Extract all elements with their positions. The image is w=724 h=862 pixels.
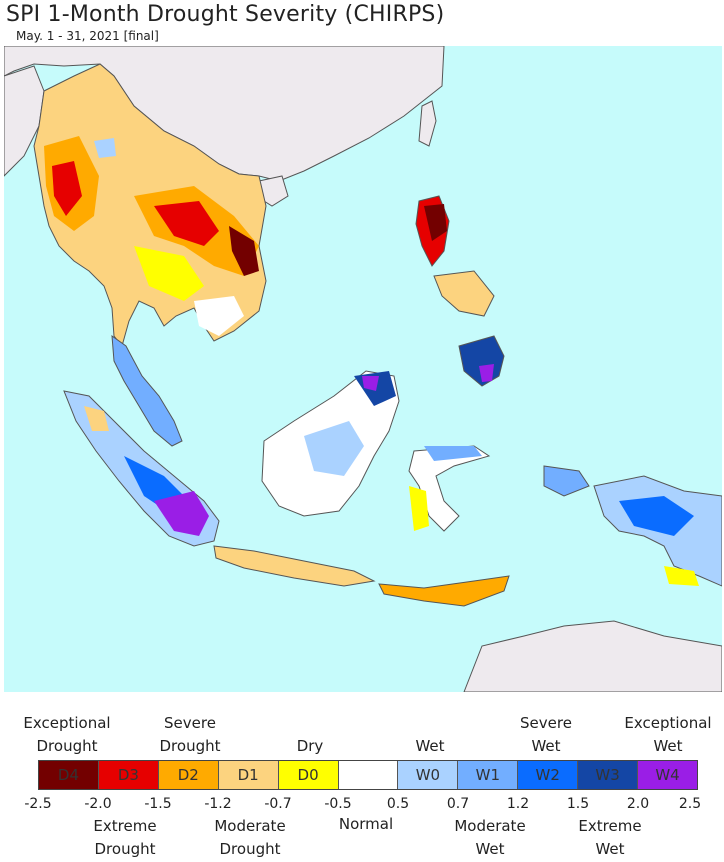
australia-landmass: [463, 620, 722, 692]
legend-label-moderate-drought: Moderate Drought: [214, 817, 286, 858]
sumatra-dry: [84, 406, 109, 431]
maluku-islands: [543, 465, 590, 497]
new-guinea-wet: [619, 496, 694, 536]
legend-cell-w1: W1: [458, 761, 519, 789]
legend-cell-w3: W3: [578, 761, 639, 789]
luzon-exceptional-drought: [424, 204, 447, 241]
legend-cell-d4: D4: [39, 761, 99, 789]
legend-tick: -2.0: [84, 796, 112, 812]
legend-tick: -1.5: [144, 796, 172, 812]
map-title: SPI 1-Month Drought Severity (CHIRPS): [6, 2, 445, 27]
java: [213, 545, 376, 587]
new-guinea-dry: [664, 566, 699, 586]
cambodia-normal: [194, 296, 244, 336]
laos-extreme-drought: [154, 201, 219, 246]
legend-tick: 0.7: [446, 796, 470, 812]
sumatra-exceptional-wet: [154, 491, 209, 536]
borneo-wet: [304, 421, 364, 476]
legend-cell-d3: D3: [98, 761, 159, 789]
northern-wet-patch: [94, 138, 116, 158]
legend-label-severe-drought: Severe Drought: [159, 714, 221, 755]
legend-cell-d1: D1: [218, 761, 279, 789]
legend-label-extreme-drought: Extreme Drought: [93, 817, 157, 858]
legend-tick: -2.5: [24, 796, 52, 812]
lesser-sunda-islands: [378, 575, 510, 607]
sulawesi-dry: [409, 486, 429, 531]
vietnam-exceptional-drought: [229, 226, 259, 276]
legend-label-exceptional-drought: Exceptional Drought: [23, 714, 111, 755]
legend-tick: 2.5: [678, 796, 702, 812]
mindanao-exceptional-wet: [479, 364, 494, 382]
malay-peninsula: [111, 334, 183, 447]
sulawesi: [408, 445, 491, 532]
legend-tick: 1.2: [506, 796, 530, 812]
legend-tick: 2.0: [626, 796, 650, 812]
legend-label-dry: Dry: [296, 737, 324, 755]
legend-tick: 0.5: [386, 796, 410, 812]
legend-color-bar: D4 D3 D2 D1 D0 W0 W1 W2 W3 W4: [38, 760, 698, 790]
legend-label-severe-wet: Severe Wet: [520, 714, 572, 755]
legend-cell-w2: W2: [518, 761, 579, 789]
legend-cell-w4: W4: [638, 761, 697, 789]
visayas: [433, 270, 495, 317]
thailand-dry: [134, 246, 204, 301]
legend-tick: 1.5: [566, 796, 590, 812]
map-subtitle: May. 1 - 31, 2021 [final]: [16, 29, 159, 43]
legend-label-wet: Wet: [415, 737, 445, 755]
drought-map: [4, 46, 722, 692]
legend-tick: -0.5: [324, 796, 352, 812]
taiwan: [418, 100, 437, 147]
legend-label-moderate-wet: Moderate Wet: [454, 817, 526, 858]
sabah-exceptional-wet: [362, 376, 379, 391]
myanmar-extreme-drought: [52, 161, 82, 216]
legend-cell-w0: W0: [398, 761, 459, 789]
legend-label-extreme-wet: Extreme Wet: [578, 817, 642, 858]
legend-cell-normal: [338, 761, 399, 789]
legend-tick: -0.7: [264, 796, 292, 812]
legend-label-exceptional-wet: Exceptional Wet: [624, 714, 712, 755]
legend-tick: -1.2: [204, 796, 232, 812]
legend-label-normal: Normal: [338, 815, 394, 833]
legend-cell-d0: D0: [278, 761, 339, 789]
legend-cell-d2: D2: [158, 761, 219, 789]
sulawesi-wet: [424, 446, 482, 461]
